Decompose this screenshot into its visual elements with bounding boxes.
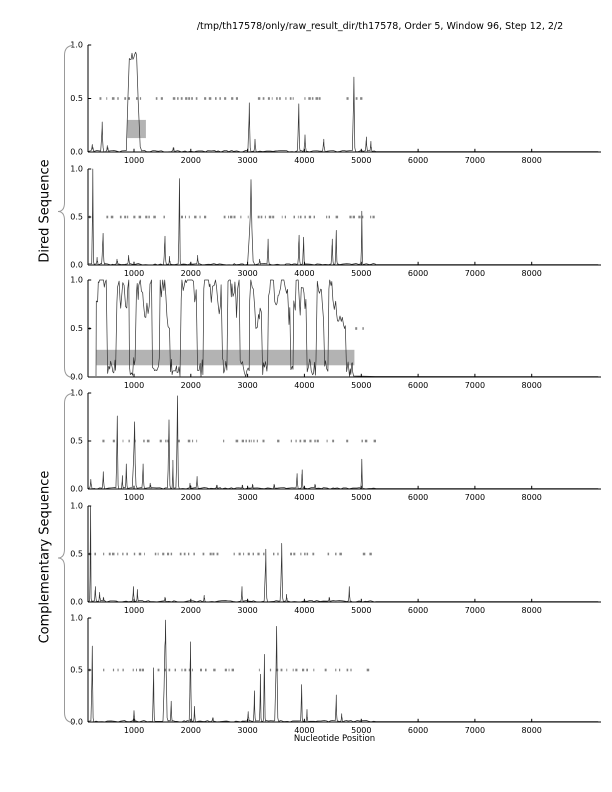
svg-text:2000: 2000 (181, 381, 201, 390)
svg-text:0.5: 0.5 (70, 324, 83, 333)
signal-curve (88, 619, 599, 723)
svg-text:8000: 8000 (522, 269, 542, 278)
svg-text:3000: 3000 (237, 269, 257, 278)
svg-text:0.0: 0.0 (70, 373, 83, 382)
panel-2-chart: 0.0 0.5 1.0 1000 2000 3000 4000 5000 6000 7000 800… (70, 165, 601, 278)
svg-text:0.0: 0.0 (70, 148, 83, 157)
axes: 0.0 0.5 1.0 1000 2000 3000 4000 5000 6000 7000 800… (70, 502, 601, 615)
svg-text:0.0: 0.0 (70, 485, 83, 494)
svg-text:3000: 3000 (237, 493, 257, 502)
svg-text:0.5: 0.5 (70, 550, 83, 559)
threshold-marker-row (88, 327, 364, 330)
axes: 0.0 0.5 1.0 1000 2000 3000 4000 5000 6000 7000 800… (70, 165, 601, 278)
svg-text:5000: 5000 (351, 606, 371, 615)
threshold-marker-row (88, 552, 372, 556)
svg-text:6000: 6000 (408, 156, 428, 165)
svg-text:1000: 1000 (124, 381, 144, 390)
svg-text:0.5: 0.5 (70, 94, 83, 103)
svg-text:3000: 3000 (237, 381, 257, 390)
svg-text:8000: 8000 (522, 726, 542, 735)
panel-3-chart: 0.0 0.5 1.0 1000 2000 3000 4000 5000 6000 7000 800… (70, 276, 601, 390)
svg-text:3000: 3000 (237, 606, 257, 615)
group-label-dired-sequence: Dired Sequence (37, 159, 53, 263)
svg-text:5000: 5000 (351, 269, 371, 278)
svg-text:2000: 2000 (181, 606, 201, 615)
svg-text:4000: 4000 (294, 156, 314, 165)
signal-curve (88, 395, 599, 490)
axes: 0.0 0.5 1.0 1000 2000 3000 4000 5000 6000 7000 800… (70, 276, 601, 390)
svg-text:6000: 6000 (408, 606, 428, 615)
signal-curve (88, 505, 599, 603)
svg-text:4000: 4000 (294, 269, 314, 278)
axes: 0.0 0.5 1.0 1000 2000 3000 4000 5000 6000 7000 800… (70, 614, 601, 735)
svg-text:2000: 2000 (181, 156, 201, 165)
svg-text:1000: 1000 (124, 156, 144, 165)
highlight-band (96, 349, 355, 366)
svg-text:6000: 6000 (408, 269, 428, 278)
svg-text:4000: 4000 (294, 381, 314, 390)
svg-text:7000: 7000 (465, 726, 485, 735)
threshold-marker-row (88, 668, 370, 672)
svg-text:0.0: 0.0 (70, 718, 83, 727)
signal-curve (95, 279, 599, 378)
svg-text:1.0: 1.0 (70, 165, 83, 174)
svg-text:7000: 7000 (465, 156, 485, 165)
svg-text:1000: 1000 (124, 269, 144, 278)
svg-text:1.0: 1.0 (70, 389, 83, 398)
svg-text:0.5: 0.5 (70, 213, 83, 222)
svg-text:1.0: 1.0 (70, 502, 83, 511)
svg-text:3000: 3000 (237, 156, 257, 165)
svg-text:5000: 5000 (351, 156, 371, 165)
svg-text:5000: 5000 (351, 726, 371, 735)
panel-4-chart: 0.0 0.5 1.0 1000 2000 3000 4000 5000 6000 7000 800… (70, 389, 601, 502)
svg-text:5000: 5000 (351, 381, 371, 390)
threshold-marker-row (102, 439, 376, 443)
threshold-marker-row (88, 215, 375, 219)
svg-text:8000: 8000 (522, 381, 542, 390)
panel-6-chart: 0.0 0.5 1.0 1000 2000 3000 4000 5000 6000 7000 800… (70, 614, 601, 735)
figure-title: /tmp/th17578/only/raw_result_dir/th17578… (196, 21, 564, 32)
svg-text:4000: 4000 (294, 606, 314, 615)
svg-text:2000: 2000 (181, 269, 201, 278)
svg-text:0.5: 0.5 (70, 666, 83, 675)
svg-text:1000: 1000 (124, 726, 144, 735)
panel-5-chart: 0.0 0.5 1.0 1000 2000 3000 4000 5000 6000 7000 800… (70, 502, 601, 615)
svg-text:0.0: 0.0 (70, 261, 83, 270)
svg-text:2000: 2000 (181, 493, 201, 502)
svg-text:5000: 5000 (351, 493, 371, 502)
svg-text:6000: 6000 (408, 493, 428, 502)
svg-text:1.0: 1.0 (70, 276, 83, 285)
svg-text:8000: 8000 (522, 156, 542, 165)
svg-text:7000: 7000 (465, 381, 485, 390)
svg-text:6000: 6000 (408, 381, 428, 390)
axes: 0.0 0.5 1.0 1000 2000 3000 4000 5000 6000 7000 800… (70, 41, 601, 165)
threshold-marker-row (99, 97, 363, 100)
group-label-complementary-sequence: Complementary Sequence (37, 470, 53, 644)
highlight-band (127, 119, 146, 139)
signal-curve (88, 51, 599, 153)
svg-text:7000: 7000 (465, 606, 485, 615)
panel-1-chart: 0.0 0.5 1.0 1000 2000 3000 4000 5000 6000 7000 800… (70, 41, 601, 165)
svg-text:7000: 7000 (465, 493, 485, 502)
svg-text:1000: 1000 (124, 493, 144, 502)
svg-text:8000: 8000 (522, 493, 542, 502)
svg-text:0.5: 0.5 (70, 437, 83, 446)
signal-curve (88, 168, 599, 266)
svg-text:4000: 4000 (294, 493, 314, 502)
svg-text:3000: 3000 (237, 726, 257, 735)
svg-text:1.0: 1.0 (70, 41, 83, 50)
svg-text:6000: 6000 (408, 726, 428, 735)
axes: 0.0 0.5 1.0 1000 2000 3000 4000 5000 6000 7000 800… (70, 389, 601, 502)
svg-text:1.0: 1.0 (70, 614, 83, 623)
svg-text:0.0: 0.0 (70, 598, 83, 607)
svg-text:7000: 7000 (465, 269, 485, 278)
svg-text:2000: 2000 (181, 726, 201, 735)
svg-text:1000: 1000 (124, 606, 144, 615)
svg-text:4000: 4000 (294, 726, 314, 735)
svg-text:8000: 8000 (522, 606, 542, 615)
x-axis-label: Nucleotide Position (293, 734, 376, 744)
